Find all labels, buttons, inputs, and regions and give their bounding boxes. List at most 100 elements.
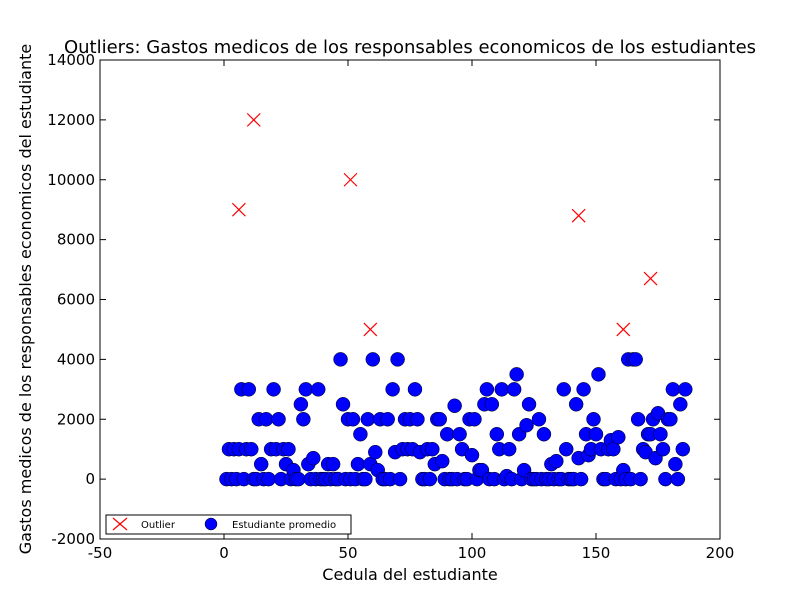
- data-point-estudiante: [281, 441, 296, 457]
- x-tick-label: 50: [338, 544, 357, 562]
- data-point-estudiante: [368, 444, 383, 460]
- data-point-estudiante: [306, 450, 321, 466]
- data-point-outlier: [571, 208, 586, 223]
- data-point-estudiante: [422, 471, 438, 487]
- data-point-estudiante: [439, 426, 455, 442]
- data-point-estudiante: [479, 382, 495, 397]
- data-point-estudiante: [345, 412, 361, 427]
- data-point-estudiante: [296, 412, 311, 427]
- data-point-estudiante: [360, 412, 376, 427]
- data-point-estudiante: [568, 397, 584, 412]
- data-point-estudiante: [653, 426, 668, 442]
- data-point-outlier: [231, 202, 246, 217]
- data-point-estudiante: [467, 412, 482, 427]
- data-point-estudiante: [519, 417, 534, 433]
- x-tick-label: 0: [219, 544, 229, 562]
- data-point-estudiante: [365, 352, 381, 367]
- x-tick-label: 200: [706, 544, 735, 562]
- data-point-estudiante: [556, 382, 572, 397]
- data-point-estudiante: [658, 471, 673, 487]
- y-tick-label: 0: [85, 470, 95, 488]
- data-point-estudiante: [576, 382, 591, 397]
- data-point-estudiante: [531, 412, 547, 427]
- data-point-estudiante: [298, 382, 314, 397]
- chart-title: Outliers: Gastos medicos de los responsa…: [64, 37, 756, 58]
- data-point-estudiante: [506, 382, 522, 397]
- data-point-estudiante: [261, 471, 276, 487]
- data-point-estudiante: [668, 456, 683, 472]
- data-point-estudiante: [410, 412, 425, 427]
- data-point-outlier: [343, 172, 358, 187]
- data-point-outlier: [363, 322, 378, 337]
- data-point-estudiante: [407, 382, 423, 397]
- legend-label-estudiante-promedio: Estudiante promedio: [232, 520, 336, 531]
- data-point-estudiante: [325, 456, 341, 472]
- y-tick-label: 2000: [57, 410, 95, 428]
- data-point-estudiante: [434, 453, 450, 469]
- x-tick-label: 100: [458, 544, 487, 562]
- x-axis-label: Cedula del estudiante: [322, 565, 497, 584]
- legend-estudiante-circle-icon: [204, 517, 218, 531]
- data-point-estudiante: [385, 382, 400, 397]
- data-point-outlier: [616, 322, 631, 337]
- y-tick-label: 12000: [47, 111, 95, 129]
- y-axis-label: Gastos medicos de los responsables econo…: [16, 44, 35, 555]
- data-point-estudiante: [390, 352, 405, 367]
- data-point-estudiante: [310, 382, 326, 397]
- data-point-estudiante: [591, 367, 606, 382]
- data-point-estudiante: [489, 426, 505, 442]
- data-point-estudiante: [253, 456, 269, 472]
- data-point-estudiante: [271, 412, 286, 427]
- data-point-estudiante: [675, 441, 691, 457]
- data-point-estudiante: [244, 441, 259, 457]
- data-point-estudiante: [258, 412, 274, 427]
- y-tick-label: 4000: [57, 350, 95, 368]
- data-point-estudiante: [392, 471, 408, 487]
- data-point-estudiante: [633, 471, 648, 487]
- data-point-estudiante: [501, 441, 517, 457]
- data-point-estudiante: [447, 398, 462, 414]
- data-point-estudiante: [630, 412, 646, 427]
- data-point-estudiante: [291, 471, 306, 487]
- x-axis-ticks: -50 0 50 100 150 200: [88, 60, 735, 562]
- data-point-estudiante: [628, 352, 643, 367]
- data-point-estudiante: [509, 367, 524, 382]
- data-point-estudiante: [494, 382, 510, 397]
- data-point-estudiante: [353, 426, 368, 442]
- data-point-estudiante: [358, 471, 373, 487]
- data-point-estudiante: [335, 397, 351, 412]
- y-tick-label: 14000: [47, 51, 95, 69]
- data-point-estudiante: [665, 382, 681, 397]
- data-point-estudiante: [586, 412, 601, 427]
- plot-marks: [219, 112, 693, 487]
- legend-outlier-x-icon: [112, 517, 128, 531]
- data-point-estudiante: [432, 412, 448, 427]
- x-tick-label: -50: [88, 544, 113, 562]
- x-tick-label: 150: [582, 544, 611, 562]
- data-point-estudiante: [558, 441, 574, 457]
- data-point-estudiante: [655, 441, 671, 457]
- data-point-outlier: [246, 112, 261, 127]
- data-point-estudiante: [670, 471, 686, 487]
- y-tick-label: 6000: [57, 291, 95, 309]
- data-point-estudiante: [350, 456, 366, 472]
- data-point-estudiante: [536, 426, 552, 442]
- data-point-estudiante: [678, 382, 693, 397]
- y-axis-ticks: -2000 0 2000 4000 6000 8000 10000 12000 14000: [47, 51, 720, 548]
- y-tick-label: 10000: [47, 171, 95, 189]
- data-point-estudiante: [573, 471, 589, 487]
- data-point-estudiante: [611, 429, 626, 445]
- data-point-estudiante: [266, 382, 281, 397]
- data-point-estudiante: [464, 447, 480, 463]
- data-point-estudiante: [293, 397, 309, 412]
- data-point-estudiante: [452, 426, 467, 442]
- legend-label-outlier: Outlier: [141, 520, 176, 531]
- data-point-estudiante: [380, 412, 395, 427]
- y-tick-label: 8000: [57, 231, 95, 249]
- data-point-estudiante: [484, 397, 500, 412]
- data-point-estudiante: [333, 352, 348, 367]
- data-point-estudiante: [425, 441, 440, 457]
- data-point-estudiante: [521, 397, 537, 412]
- y-tick-label: -2000: [51, 530, 95, 548]
